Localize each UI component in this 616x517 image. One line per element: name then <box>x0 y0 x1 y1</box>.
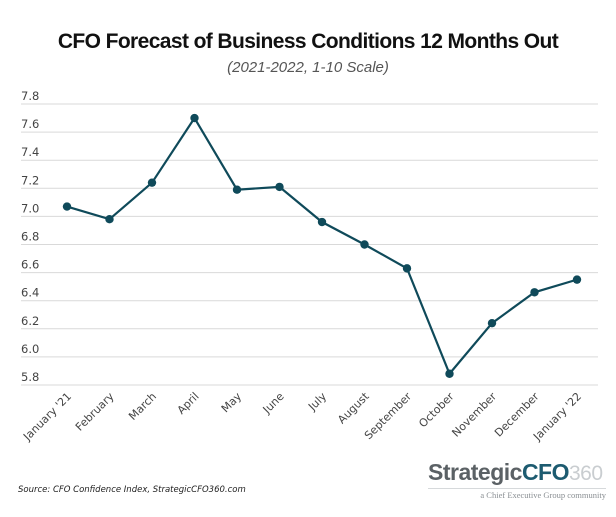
y-tick-label: 7.8 <box>21 89 39 103</box>
series-line <box>66 115 578 376</box>
logo-divider <box>428 488 606 489</box>
x-tick-label: October <box>416 390 457 431</box>
data-point <box>402 264 412 273</box>
x-tick-label: July <box>305 390 329 414</box>
y-tick-label: 6.8 <box>21 230 39 244</box>
logo-cfo: CFO <box>521 459 570 485</box>
x-tick-label: March <box>126 390 159 423</box>
gridlines <box>21 103 598 386</box>
data-point <box>105 215 114 224</box>
y-tick-label: 6.2 <box>21 314 39 328</box>
logo-strategic: Strategic <box>428 459 522 485</box>
data-point <box>445 369 454 378</box>
y-axis-ticks: 5.8 6.0 6.2 6.4 6.6 6.8 7.0 7.2 7.4 7.6 7.8 <box>21 89 39 384</box>
y-tick-label: 7.0 <box>21 201 39 215</box>
data-point <box>360 240 369 249</box>
y-tick-label: 7.4 <box>21 145 39 159</box>
x-tick-label: January '21 <box>20 390 74 444</box>
data-point <box>232 185 242 194</box>
y-tick-label: 6.6 <box>21 258 39 272</box>
strategiccfo360-logo: StrategicCFO360 a Chief Executive Group … <box>428 460 610 500</box>
source-note: Source: CFO Confidence Index, StrategicC… <box>18 485 246 495</box>
data-point <box>147 178 157 187</box>
x-tick-label: May <box>219 390 245 416</box>
y-tick-label: 6.0 <box>21 342 39 356</box>
y-tick-label: 5.8 <box>21 370 39 384</box>
y-tick-label: 7.2 <box>21 173 39 187</box>
data-point <box>317 217 327 227</box>
data-point <box>572 275 582 284</box>
data-point <box>62 202 72 211</box>
data-point <box>190 113 199 123</box>
series-group <box>62 113 582 378</box>
chart-subtitle: (2021-2022, 1-10 Scale) <box>227 59 389 76</box>
data-point <box>487 318 497 328</box>
logo-tagline: a Chief Executive Group community <box>480 490 606 500</box>
y-tick-label: 7.6 <box>21 117 39 131</box>
logo-360: 360 <box>569 462 603 485</box>
y-tick-label: 6.4 <box>21 286 39 300</box>
logo-wordmark: StrategicCFO360 <box>428 460 610 486</box>
x-tick-label: August <box>335 389 372 426</box>
x-tick-label: June <box>260 390 287 417</box>
data-point <box>275 182 284 192</box>
x-tick-label: February <box>73 390 117 434</box>
data-point <box>530 288 539 297</box>
x-tick-label: November <box>449 390 499 440</box>
x-tick-label: April <box>175 390 202 417</box>
chart-title: CFO Forecast of Business Conditions 12 M… <box>57 30 559 53</box>
